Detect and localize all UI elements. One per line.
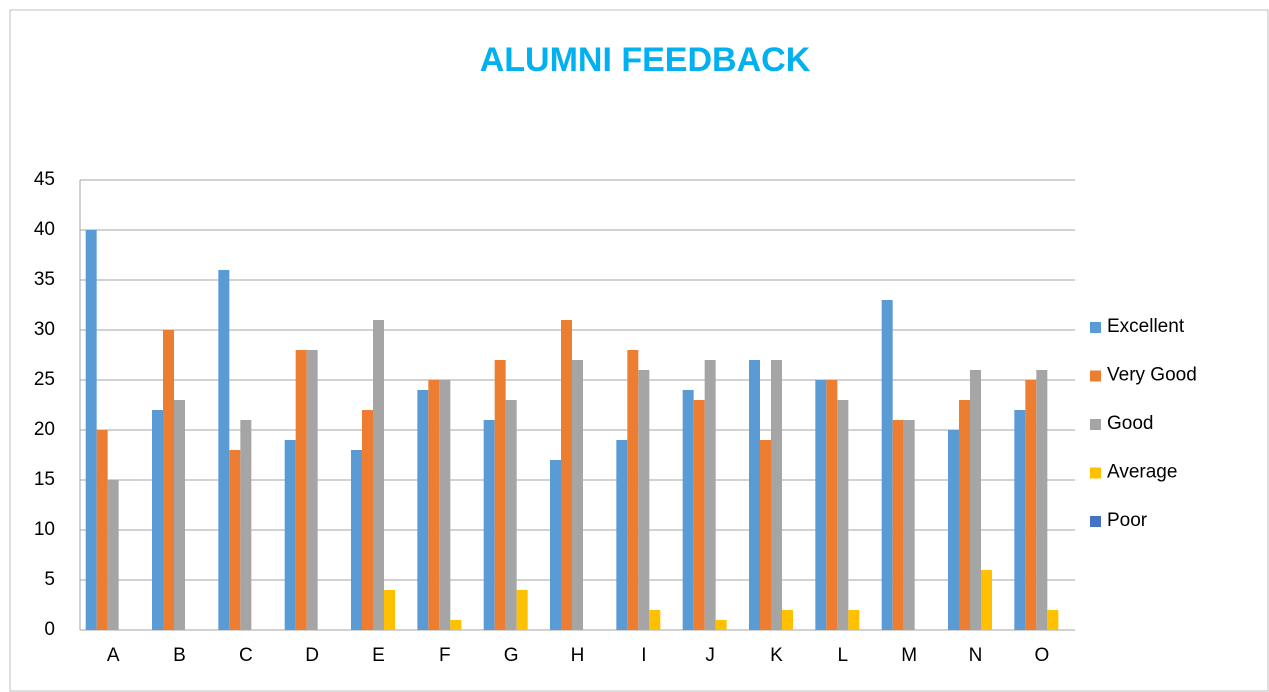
bar (749, 360, 760, 630)
bar (826, 380, 838, 630)
y-tick-label: 10 (34, 519, 55, 540)
x-tick-label: B (173, 645, 186, 666)
bar (351, 450, 362, 630)
legend-swatch (1090, 370, 1101, 382)
bar (638, 370, 650, 630)
bar (948, 430, 959, 630)
legend-label: Very Good (1107, 365, 1197, 386)
bar (174, 400, 185, 630)
bar (981, 570, 992, 630)
bar (693, 400, 705, 630)
bar (295, 350, 307, 630)
bar (782, 610, 793, 630)
bar (815, 380, 827, 630)
bar (1014, 410, 1026, 630)
y-tick-label: 45 (34, 169, 55, 190)
bar (959, 400, 970, 630)
bar (892, 420, 904, 630)
x-tick-label: G (504, 645, 519, 666)
bar (306, 350, 318, 630)
y-tick-label: 40 (34, 219, 55, 240)
bar (970, 370, 981, 630)
bar (1047, 610, 1059, 630)
bar (848, 610, 860, 630)
x-tick-label: C (239, 645, 253, 666)
bar (760, 440, 771, 630)
x-tick-label: I (641, 645, 646, 666)
bar (439, 380, 451, 630)
bar (516, 590, 528, 630)
bar (417, 390, 429, 630)
x-tick-label: E (372, 645, 385, 666)
bar (384, 590, 395, 630)
x-tick-label: H (571, 645, 585, 666)
bar (483, 420, 495, 630)
x-tick-label: K (770, 645, 783, 666)
bar (450, 620, 462, 630)
legend-swatch (1090, 516, 1101, 527)
bar (616, 440, 628, 630)
bar (881, 300, 893, 630)
y-tick-label: 0 (44, 619, 55, 640)
legend-swatch (1090, 467, 1101, 479)
x-tick-label: M (901, 645, 917, 666)
legend-label: Good (1107, 413, 1153, 434)
legend-label: Poor (1107, 510, 1148, 531)
bar (96, 430, 108, 630)
bar (505, 400, 517, 630)
x-tick-label: D (305, 645, 319, 666)
x-tick-label: N (969, 645, 983, 666)
bar (107, 480, 119, 630)
x-tick-label: L (838, 645, 849, 666)
bar (561, 320, 572, 630)
bar (837, 400, 849, 630)
bar (284, 440, 296, 630)
bar (362, 410, 373, 630)
bar (572, 360, 583, 630)
bar (163, 330, 174, 630)
y-tick-label: 35 (34, 269, 55, 290)
bar (1036, 370, 1048, 630)
bar (649, 610, 661, 630)
chart-title: ALUMNI FEEDBACK (480, 41, 811, 79)
bar (1025, 380, 1037, 630)
x-tick-label: O (1034, 645, 1049, 666)
legend-swatch (1090, 419, 1101, 430)
bar (373, 320, 384, 630)
bar (715, 620, 727, 630)
bar (229, 450, 241, 630)
bar (218, 270, 230, 630)
bar (903, 420, 915, 630)
bar (428, 380, 440, 630)
x-tick-label: A (107, 645, 120, 666)
legend-label: Excellent (1107, 316, 1185, 337)
bar (240, 420, 252, 630)
bar (152, 410, 163, 630)
x-tick-label: J (705, 645, 715, 666)
bar (704, 360, 716, 630)
legend-label: Average (1107, 462, 1177, 483)
y-tick-label: 5 (44, 569, 55, 590)
x-tick-label: F (439, 645, 451, 666)
y-tick-label: 15 (34, 469, 55, 490)
bar (682, 390, 694, 630)
bar (494, 360, 506, 630)
bar (627, 350, 639, 630)
bar (550, 460, 561, 630)
bar (85, 230, 97, 630)
y-tick-label: 30 (34, 319, 55, 340)
y-tick-label: 20 (34, 419, 55, 440)
bar (771, 360, 782, 630)
y-tick-label: 25 (34, 369, 55, 390)
legend-swatch (1090, 322, 1101, 333)
